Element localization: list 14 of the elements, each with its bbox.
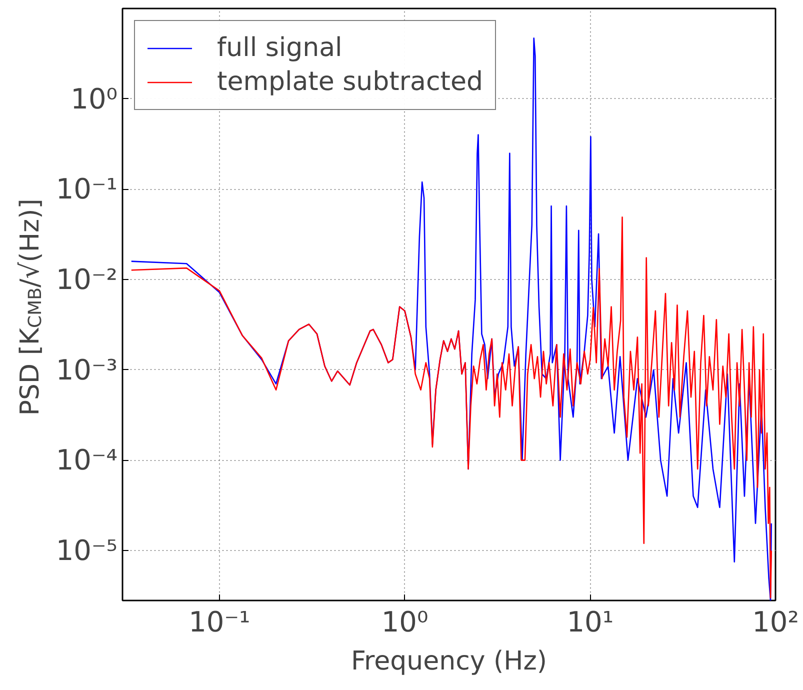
y-tick-label: 10⁰ [70, 82, 118, 116]
legend-label: full signal [217, 33, 342, 63]
y-tick-label: 10⁻⁴ [56, 444, 118, 477]
y-tick-label: 10⁻³ [56, 353, 118, 386]
y-tick-label: 10⁻⁵ [56, 534, 118, 568]
legend-label: template subtracted [217, 67, 483, 97]
x-tick-label: 10⁻¹ [188, 606, 250, 638]
x-tick-label: 10¹ [566, 606, 614, 638]
y-tick-label: 10⁻¹ [56, 172, 118, 206]
y-tick-label: 10⁻² [56, 263, 118, 296]
y-axis-title: PSD [KCMB/√(Hz)] [16, 198, 46, 416]
x-tick-label: 10² [752, 606, 799, 638]
x-tick-label: 10⁰ [381, 606, 428, 638]
x-axis-title: Frequency (Hz) [350, 646, 548, 676]
